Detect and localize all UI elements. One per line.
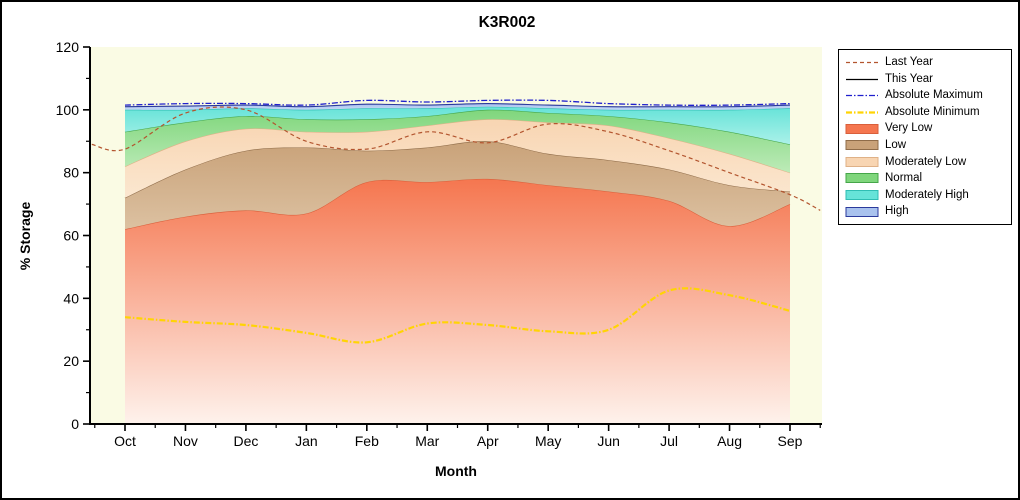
legend-sample-very-low — [845, 123, 879, 134]
legend-sample-high — [845, 206, 879, 217]
legend-sample-this-year — [846, 78, 878, 80]
legend-label: Last Year — [885, 56, 933, 68]
legend-sample-absolute-minimum — [846, 111, 878, 114]
legend-label: Absolute Maximum — [885, 89, 983, 102]
legend-label: Very Low — [885, 122, 933, 135]
legend-fill-sample — [845, 140, 879, 151]
legend-item-moderately-high: Moderately High — [845, 187, 1005, 204]
legend-label: High — [885, 205, 909, 218]
y-tick-label: 0 — [71, 416, 79, 432]
band-edge-moderately-low — [124, 118, 791, 174]
band-edge-very-low — [124, 178, 791, 230]
legend-label: Moderately High — [885, 188, 969, 201]
x-tick-label: Dec — [233, 433, 258, 449]
legend-fill-sample — [845, 190, 879, 201]
line-absolute-maximum — [124, 99, 791, 106]
band-moderately-low — [125, 119, 790, 198]
x-tick-label: Mar — [415, 433, 439, 449]
line-absolute-minimum — [124, 287, 791, 344]
x-tick-label: Feb — [355, 433, 379, 449]
legend-fill-sample — [845, 173, 879, 184]
y-tick-label: 100 — [56, 102, 80, 118]
legend-item-absolute-minimum: Absolute Minimum — [845, 104, 1005, 121]
band-edge-high — [124, 103, 791, 108]
legend: Last Year This Year Absolute Maximum Absolu… — [838, 49, 1012, 225]
band-moderately-high — [125, 106, 790, 145]
legend-sample-moderately-high — [845, 190, 879, 201]
legend-sample-absolute-maximum — [846, 95, 878, 97]
x-tick-label: Nov — [173, 433, 198, 449]
y-tick-label: 40 — [63, 290, 79, 306]
legend-sample-last-year — [846, 62, 878, 64]
y-tick-label: 60 — [63, 228, 79, 244]
y-tick-label: 20 — [63, 353, 79, 369]
legend-item-normal: Normal — [845, 170, 1005, 187]
band-high — [125, 103, 790, 110]
legend-fill-sample — [845, 206, 879, 217]
legend-item-last-year: Last Year — [845, 54, 1005, 71]
y-tick-label: 120 — [56, 39, 80, 55]
legend-item-high: High — [845, 203, 1005, 220]
chart-title: K3R002 — [479, 14, 536, 31]
legend-sample-normal — [845, 173, 879, 184]
y-tick-label: 80 — [63, 165, 79, 181]
line-last-year — [91, 106, 821, 211]
legend-label: Low — [885, 138, 907, 151]
x-tick-label: Sep — [778, 433, 803, 449]
legend-sample-moderately-low — [845, 156, 879, 167]
legend-item-low: Low — [845, 137, 1005, 154]
legend-item-this-year: This Year — [845, 71, 1005, 88]
band-normal — [125, 109, 790, 173]
x-tick-label: Oct — [114, 433, 136, 449]
legend-label: This Year — [885, 72, 933, 85]
x-tick-label: Jan — [295, 433, 318, 449]
legend-sample-low — [845, 140, 879, 151]
x-tick-label: Jun — [597, 433, 620, 449]
legend-item-absolute-maximum: Absolute Maximum — [845, 87, 1005, 104]
legend-fill-sample — [845, 123, 879, 134]
y-axis-label: % Storage — [17, 202, 33, 271]
x-tick-label: Apr — [477, 433, 499, 449]
legend-fill-sample — [845, 156, 879, 167]
legend-label: Moderately Low — [885, 155, 967, 168]
band-edge-low — [124, 140, 791, 199]
legend-item-very-low: Very Low — [845, 120, 1005, 137]
legend-item-moderately-low: Moderately Low — [845, 154, 1005, 171]
band-low — [125, 141, 790, 230]
legend-label: Absolute Minimum — [885, 105, 980, 118]
plot-area: 0 20 40 60 80 100 120 Oct Nov Dec Jan Feb Mar Apr May J… — [56, 39, 822, 449]
x-tick-label: Jul — [660, 433, 678, 449]
legend-label: Normal — [885, 172, 923, 185]
band-very-low — [125, 178, 790, 424]
x-tick-label: May — [535, 433, 561, 449]
x-axis-label: Month — [435, 463, 477, 479]
x-tick-label: Aug — [717, 433, 742, 449]
